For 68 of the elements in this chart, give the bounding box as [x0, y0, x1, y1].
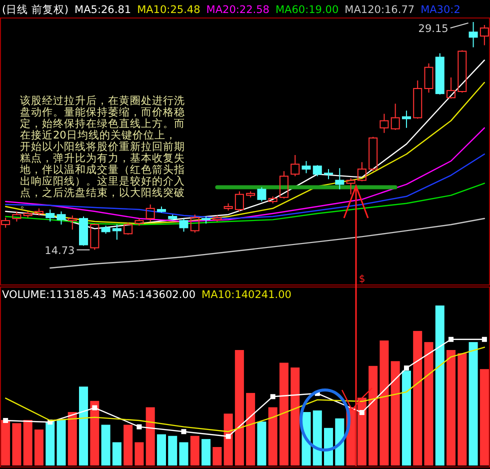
bar — [458, 353, 467, 466]
text: MA30:2 — [420, 4, 460, 16]
bar — [179, 442, 188, 466]
text: MA120:16.77 — [344, 4, 415, 16]
point — [181, 429, 186, 434]
bar — [112, 442, 122, 466]
bar — [190, 436, 200, 466]
bar — [134, 442, 144, 466]
bar — [257, 422, 266, 466]
bar — [23, 420, 32, 466]
bar — [146, 407, 155, 466]
bar — [246, 392, 256, 466]
candlestick — [402, 110, 411, 128]
bar — [279, 362, 288, 466]
bar — [290, 368, 300, 466]
annotation: 29.15 — [418, 23, 448, 35]
bar — [101, 424, 110, 466]
bar — [268, 407, 278, 466]
bar — [480, 369, 489, 466]
point — [270, 394, 276, 400]
bar — [156, 434, 166, 466]
point — [404, 366, 409, 371]
bar — [1, 420, 10, 466]
point — [3, 418, 8, 423]
bar — [402, 370, 411, 466]
bar — [435, 306, 444, 466]
text: $ — [358, 274, 366, 285]
bar — [312, 410, 322, 466]
point — [482, 336, 487, 342]
bar — [335, 418, 344, 466]
annotation: 14.73 — [44, 244, 75, 257]
bar — [368, 366, 378, 466]
point — [226, 434, 231, 439]
bar — [12, 423, 22, 466]
text: MA20:22.58 — [206, 4, 270, 16]
point — [92, 405, 98, 410]
bar — [90, 400, 100, 466]
text: MA10:140241.00 — [202, 289, 292, 301]
bar — [124, 424, 133, 466]
chart-title: VOLUME:113185.43 — [2, 289, 106, 301]
bar — [68, 412, 77, 466]
bar — [34, 430, 44, 466]
bar — [390, 361, 400, 466]
bar — [468, 342, 478, 466]
text: MA60:19.00 — [275, 4, 339, 16]
bar — [168, 436, 178, 466]
candlestick — [335, 168, 344, 190]
bar — [56, 420, 66, 466]
text: MA5:26.81 — [74, 4, 132, 16]
bar — [46, 422, 55, 466]
bar — [380, 340, 389, 466]
bar — [324, 428, 334, 466]
bar — [446, 350, 456, 466]
bar — [424, 342, 434, 466]
bar — [202, 439, 211, 466]
chart-title: (日线 前复权) — [2, 3, 69, 16]
bar — [413, 330, 422, 466]
bar — [234, 350, 244, 466]
text: MA5:143602.00 — [112, 289, 196, 301]
candlestick — [468, 22, 478, 48]
text: 该股经过拉升后，在黄圈处进行洗盘动作。量能保持萎缩，而价格稳定，始终保持在绿色直线上方。而在接近20日均线的关键价位上，开始以小阳线将股价重新拉回前期糕点，弹升比为有力，基本收复失地，伴以温和成交量（红色箭头指出响应阳线）。这里是较好的介入点，之后洗盘结束，以大阳线突破。 — [20, 95, 185, 210]
bar — [79, 386, 88, 466]
text: MA10:25.48 — [137, 4, 200, 16]
bar — [357, 398, 366, 466]
bar — [212, 447, 222, 466]
point — [448, 336, 454, 342]
point — [359, 410, 364, 416]
point — [136, 424, 142, 430]
